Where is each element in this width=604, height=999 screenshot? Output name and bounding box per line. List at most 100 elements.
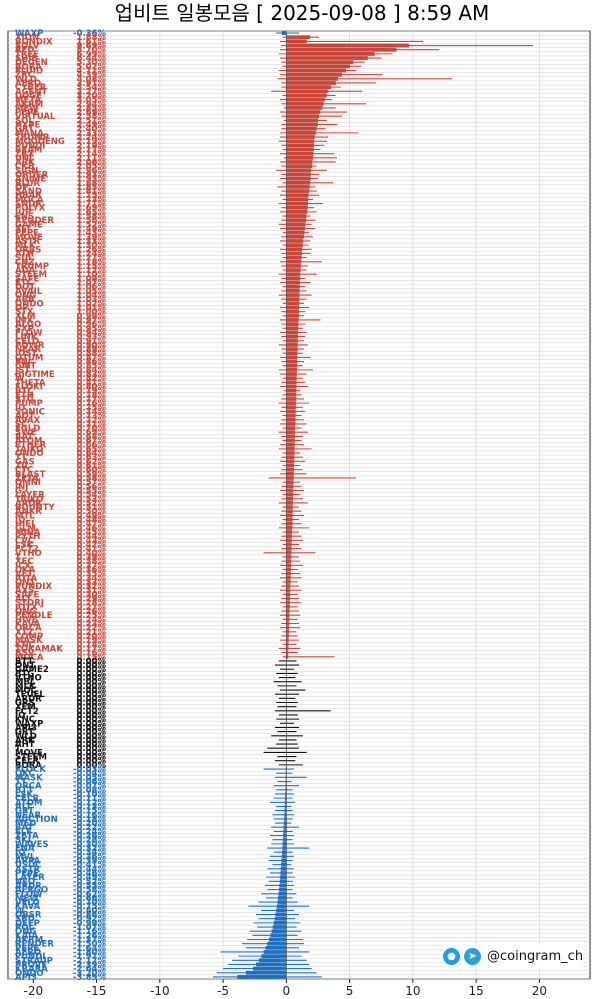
coin-label: GRT <box>15 807 34 817</box>
coin-label: JUP <box>14 208 31 218</box>
pct-label: -0.80% <box>73 906 106 916</box>
coin-label: API3 <box>15 973 37 983</box>
pct-label: 3.20% <box>77 91 107 101</box>
pct-label: 0.00% <box>77 674 107 684</box>
pct-label: -0.99% <box>73 919 106 929</box>
coin-label: JST <box>14 366 30 376</box>
telegram-icon[interactable]: ➤ <box>464 947 481 965</box>
coin-label: LINK <box>15 333 38 343</box>
bar <box>286 39 307 44</box>
pct-label: 1.49% <box>77 225 107 235</box>
pct-label: 0.00% <box>77 661 107 671</box>
coin-label: W <box>15 374 25 384</box>
pct-label: -0.75% <box>73 902 106 912</box>
coin-label: PEPE <box>15 108 39 118</box>
pct-label: 0.67% <box>77 437 107 447</box>
pct-label: -0.30% <box>73 840 106 850</box>
pct-label: -1.50% <box>73 940 106 950</box>
bar <box>286 405 296 410</box>
coin-label: DEEP <box>15 919 40 929</box>
pct-label: 0.00% <box>77 732 107 742</box>
coin-label: ARDR <box>15 881 42 891</box>
bar <box>286 434 295 439</box>
bar <box>286 209 308 214</box>
pct-label: 0.00% <box>77 669 107 679</box>
coin-label: ZRC <box>15 71 34 81</box>
bar <box>286 492 294 497</box>
pct-label: 0.88% <box>77 349 107 359</box>
coin-label: ZETA <box>15 474 39 484</box>
bar <box>286 471 294 476</box>
pct-label: 0.46% <box>77 524 107 534</box>
pct-label: 8.70% <box>77 46 107 56</box>
coin-label: ENS <box>15 212 34 222</box>
pct-label: 0.65% <box>77 445 107 455</box>
twitter-icon[interactable]: ● <box>443 947 460 965</box>
bar <box>286 234 304 239</box>
coin-label: INJ <box>15 482 28 492</box>
coin-label: DOT <box>15 283 35 293</box>
coin-label: TFUEL <box>15 690 45 700</box>
pct-label: 0.87% <box>77 353 107 363</box>
pct-label: 0.82% <box>77 374 107 384</box>
coin-label: ATH <box>15 249 34 259</box>
bar <box>286 259 302 264</box>
bar <box>286 168 312 173</box>
pct-label: 0.00% <box>77 715 107 725</box>
pct-label: 1.93% <box>77 175 107 185</box>
pct-label: 0.00% <box>77 757 107 767</box>
bar <box>286 334 299 339</box>
coin-label: TOKAMAK <box>15 644 63 654</box>
pct-label: 0.99% <box>77 312 107 322</box>
coin-label: IQ <box>15 848 25 858</box>
bar <box>286 118 319 123</box>
bar <box>252 966 287 971</box>
x-tick-label: 15 <box>468 984 483 998</box>
pct-label: 0.25% <box>77 611 107 621</box>
pct-label: 2.05% <box>77 162 107 172</box>
pct-label: 1.93% <box>77 170 107 180</box>
pct-label: 2.49% <box>77 121 107 131</box>
bar <box>286 251 303 256</box>
coin-label: T <box>15 744 21 754</box>
pct-label: 0.71% <box>77 420 107 430</box>
coin-label: SUI <box>15 254 31 264</box>
bar <box>286 446 295 451</box>
pct-label: 2.94% <box>77 100 107 110</box>
pct-label: -0.34% <box>73 848 106 858</box>
bar <box>286 363 298 368</box>
coin-label: VTHO <box>15 549 42 559</box>
coin-label: NEAR <box>15 345 41 355</box>
coin-label: ATOM <box>15 798 42 808</box>
pct-label: 0.00% <box>77 682 107 692</box>
pct-label: 1.69% <box>77 204 107 214</box>
coin-label: XEC <box>15 557 34 567</box>
coin-label: XLM <box>15 312 35 322</box>
pct-label: 0.90% <box>77 341 107 351</box>
coin-label: WLD <box>15 732 37 742</box>
coin-label: QKC <box>15 769 35 779</box>
bar <box>286 646 289 651</box>
bar <box>286 272 301 277</box>
bar <box>286 326 299 331</box>
coin-label: SAFE <box>15 590 40 600</box>
pct-label: -0.22% <box>73 823 106 833</box>
coin-label: ELF <box>15 827 32 837</box>
bar <box>286 409 296 414</box>
coin-label: CVC <box>15 536 34 546</box>
pct-label: 1.12% <box>77 266 107 276</box>
coin-label: W <box>15 906 25 916</box>
pct-label: -0.55% <box>73 881 106 891</box>
bar <box>271 929 287 934</box>
bar <box>286 625 290 630</box>
coin-label: HIFI <box>15 520 34 530</box>
coin-label: AGENT <box>15 87 47 97</box>
bar <box>245 970 287 975</box>
coin-label: SIGN <box>15 166 38 176</box>
pct-label: 0.94% <box>77 328 107 338</box>
bar <box>286 467 294 472</box>
pct-label: 0.00% <box>77 736 107 746</box>
pct-label: -0.18% <box>73 815 106 825</box>
pct-label: 0.21% <box>77 628 107 638</box>
bar <box>286 81 336 85</box>
